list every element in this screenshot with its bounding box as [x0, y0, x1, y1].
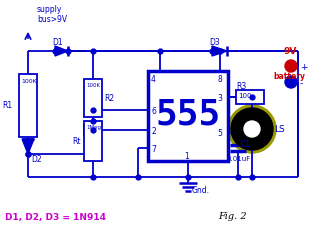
Bar: [84, 121, 102, 161]
Text: 100: 100: [238, 93, 252, 99]
Text: 6: 6: [151, 106, 156, 116]
Text: 9V: 9V: [283, 47, 297, 56]
Text: 5: 5: [217, 128, 222, 137]
Text: LS: LS: [274, 124, 285, 133]
Text: Rt: Rt: [72, 137, 81, 146]
Text: 100K: 100K: [86, 83, 100, 88]
Bar: [148, 72, 228, 161]
Bar: [84, 80, 102, 118]
Text: +: +: [300, 63, 307, 72]
Text: R3: R3: [236, 82, 246, 91]
Text: R1: R1: [2, 101, 12, 110]
Polygon shape: [212, 47, 227, 57]
Text: 0.01uF: 0.01uF: [226, 155, 250, 161]
Text: D1: D1: [52, 38, 63, 47]
Text: D3: D3: [209, 38, 220, 47]
Text: 4: 4: [151, 75, 156, 84]
Text: 2: 2: [151, 126, 156, 135]
Circle shape: [231, 109, 273, 150]
Polygon shape: [22, 139, 34, 154]
Text: D1, D2, D3 = 1N914: D1, D2, D3 = 1N914: [5, 212, 106, 221]
Text: C1: C1: [241, 139, 251, 148]
Text: battery: battery: [273, 72, 305, 81]
Bar: [19, 75, 37, 137]
Text: 8: 8: [217, 75, 222, 84]
Text: R2: R2: [104, 94, 114, 103]
Text: -: -: [300, 79, 303, 88]
Circle shape: [285, 61, 297, 73]
Circle shape: [228, 106, 276, 153]
Text: Gnd.: Gnd.: [192, 185, 210, 194]
Text: 1: 1: [184, 151, 189, 160]
Text: 7: 7: [151, 144, 156, 153]
Text: 3: 3: [217, 94, 222, 103]
Polygon shape: [55, 47, 68, 57]
Text: D2: D2: [31, 154, 42, 163]
Text: 100K: 100K: [21, 79, 37, 84]
Text: 1Meg: 1Meg: [86, 124, 101, 129]
Circle shape: [285, 77, 297, 89]
Text: supply
bus>9V: supply bus>9V: [37, 5, 67, 24]
Bar: [236, 91, 264, 105]
Text: 555: 555: [155, 98, 221, 131]
Text: Fig. 2: Fig. 2: [218, 211, 247, 220]
Circle shape: [244, 121, 260, 137]
